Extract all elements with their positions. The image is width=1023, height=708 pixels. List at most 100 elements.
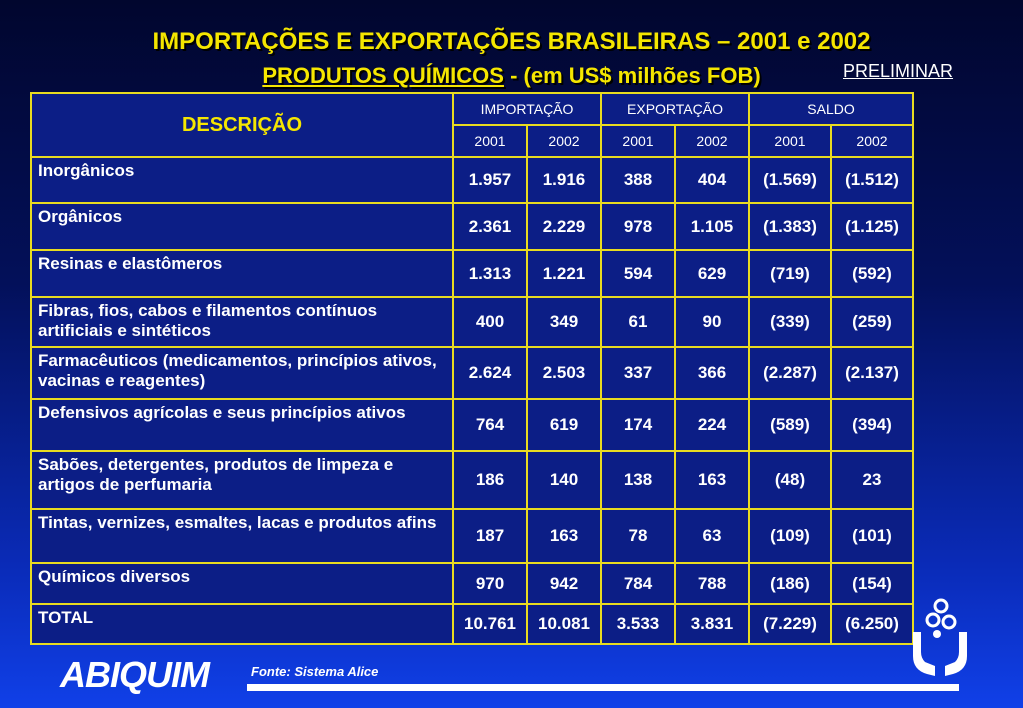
data-table: DESCRIÇÃO IMPORTAÇÃO EXPORTAÇÃO SALDO 20… xyxy=(30,92,914,645)
row-label: Inorgânicos xyxy=(30,156,454,204)
row-value: 163 xyxy=(526,508,602,564)
table-row: Defensivos agrícolas e seus princípios a… xyxy=(30,398,914,452)
table-row: Resinas e elastômeros 1.313 1.221 594 629 (71… xyxy=(30,249,914,298)
table-row: Tintas, vernizes, esmaltes, lacas e prod… xyxy=(30,508,914,564)
row-value: 61 xyxy=(600,296,676,348)
row-value: 10.081 xyxy=(526,603,602,645)
row-value: 10.761 xyxy=(452,603,528,645)
row-value: 1.313 xyxy=(452,249,528,298)
row-value: (259) xyxy=(830,296,914,348)
footer-divider xyxy=(247,684,959,691)
row-value: 1.221 xyxy=(526,249,602,298)
row-label: Fibras, fios, cabos e filamentos contínu… xyxy=(30,296,454,348)
row-value: (1.125) xyxy=(830,202,914,251)
row-value: (394) xyxy=(830,398,914,452)
year-header: 2001 xyxy=(600,124,676,158)
subtitle-underlined: PRODUTOS QUÍMICOS xyxy=(262,63,504,88)
page-subtitle: PRODUTOS QUÍMICOS - (em US$ milhões FOB) xyxy=(0,63,1023,89)
table-row: Orgânicos 2.361 2.229 978 1.105 (1.383) (1.125… xyxy=(30,202,914,251)
row-value: (186) xyxy=(748,562,832,605)
year-header: 2001 xyxy=(452,124,528,158)
row-value: 78 xyxy=(600,508,676,564)
year-header: 2002 xyxy=(674,124,750,158)
row-value: 784 xyxy=(600,562,676,605)
group-header-import: IMPORTAÇÃO xyxy=(452,92,602,126)
row-value: 3.831 xyxy=(674,603,750,645)
row-label: Defensivos agrícolas e seus princípios a… xyxy=(30,398,454,452)
row-value: 349 xyxy=(526,296,602,348)
table-row: TOTAL 10.761 10.081 3.533 3.831 (7.229) (6.250… xyxy=(30,603,914,645)
row-value: 186 xyxy=(452,450,528,510)
row-value: 138 xyxy=(600,450,676,510)
row-label: Orgânicos xyxy=(30,202,454,251)
year-header: 2002 xyxy=(526,124,602,158)
row-label: TOTAL xyxy=(30,603,454,645)
header-row-years: 2001 2002 2001 2002 2001 2002 xyxy=(31,124,914,158)
row-value: 764 xyxy=(452,398,528,452)
row-label: Químicos diversos xyxy=(30,562,454,605)
row-value: (339) xyxy=(748,296,832,348)
row-value: 404 xyxy=(674,156,750,204)
year-header: 2002 xyxy=(830,124,914,158)
table-row: Farmacêuticos (medicamentos, princípios … xyxy=(30,346,914,400)
row-value: 400 xyxy=(452,296,528,348)
hands-molecule-icon xyxy=(913,598,967,676)
table-row: Sabões, detergentes, produtos de limpeza… xyxy=(30,450,914,510)
row-value: (719) xyxy=(748,249,832,298)
row-label: Sabões, detergentes, produtos de limpeza… xyxy=(30,450,454,510)
row-value: (154) xyxy=(830,562,914,605)
row-value: 388 xyxy=(600,156,676,204)
row-value: 163 xyxy=(674,450,750,510)
row-label: Farmacêuticos (medicamentos, princípios … xyxy=(30,346,454,400)
row-value: (1.383) xyxy=(748,202,832,251)
row-value: 594 xyxy=(600,249,676,298)
table-row: Fibras, fios, cabos e filamentos contínu… xyxy=(30,296,914,348)
row-value: 23 xyxy=(830,450,914,510)
row-value: (2.137) xyxy=(830,346,914,400)
table-row: Inorgânicos 1.957 1.916 388 404 (1.569) (1.512… xyxy=(30,156,914,204)
row-label: Resinas e elastômeros xyxy=(30,249,454,298)
row-label: Tintas, vernizes, esmaltes, lacas e prod… xyxy=(30,508,454,564)
preliminar-label: PRELIMINAR xyxy=(843,61,954,81)
table-row: Químicos diversos 970 942 784 788 (186) (154) xyxy=(30,562,914,605)
row-value: (589) xyxy=(748,398,832,452)
row-value: (109) xyxy=(748,508,832,564)
row-value: 337 xyxy=(600,346,676,400)
group-header-balance: SALDO xyxy=(748,92,914,126)
subtitle-rest: - (em US$ milhões FOB) xyxy=(503,63,761,88)
row-value: (7.229) xyxy=(748,603,832,645)
row-value: 788 xyxy=(674,562,750,605)
row-value: 1.916 xyxy=(526,156,602,204)
row-value: (6.250) xyxy=(830,603,914,645)
row-value: 140 xyxy=(526,450,602,510)
row-value: (2.287) xyxy=(748,346,832,400)
row-value: 629 xyxy=(674,249,750,298)
row-value: 2.503 xyxy=(526,346,602,400)
group-header-export: EXPORTAÇÃO xyxy=(600,92,750,126)
row-value: 174 xyxy=(600,398,676,452)
row-value: 1.957 xyxy=(452,156,528,204)
row-value: (1.569) xyxy=(748,156,832,204)
row-value: 3.533 xyxy=(600,603,676,645)
row-value: 2.361 xyxy=(452,202,528,251)
row-value: 970 xyxy=(452,562,528,605)
row-value: 942 xyxy=(526,562,602,605)
row-value: (101) xyxy=(830,508,914,564)
source-note: Fonte: Sistema Alice xyxy=(251,664,379,679)
row-value: (592) xyxy=(830,249,914,298)
year-header: 2001 xyxy=(748,124,832,158)
row-value: 2.229 xyxy=(526,202,602,251)
row-value: 978 xyxy=(600,202,676,251)
row-value: 90 xyxy=(674,296,750,348)
row-value: (1.512) xyxy=(830,156,914,204)
row-value: 2.624 xyxy=(452,346,528,400)
row-value: 63 xyxy=(674,508,750,564)
header-row-groups: DESCRIÇÃO IMPORTAÇÃO EXPORTAÇÃO SALDO xyxy=(30,92,914,158)
description-header: DESCRIÇÃO xyxy=(30,92,454,158)
row-value: 1.105 xyxy=(674,202,750,251)
row-value: (48) xyxy=(748,450,832,510)
row-value: 187 xyxy=(452,508,528,564)
page-title: IMPORTAÇÕES E EXPORTAÇÕES BRASILEIRAS – … xyxy=(152,28,871,55)
row-value: 619 xyxy=(526,398,602,452)
row-value: 224 xyxy=(674,398,750,452)
